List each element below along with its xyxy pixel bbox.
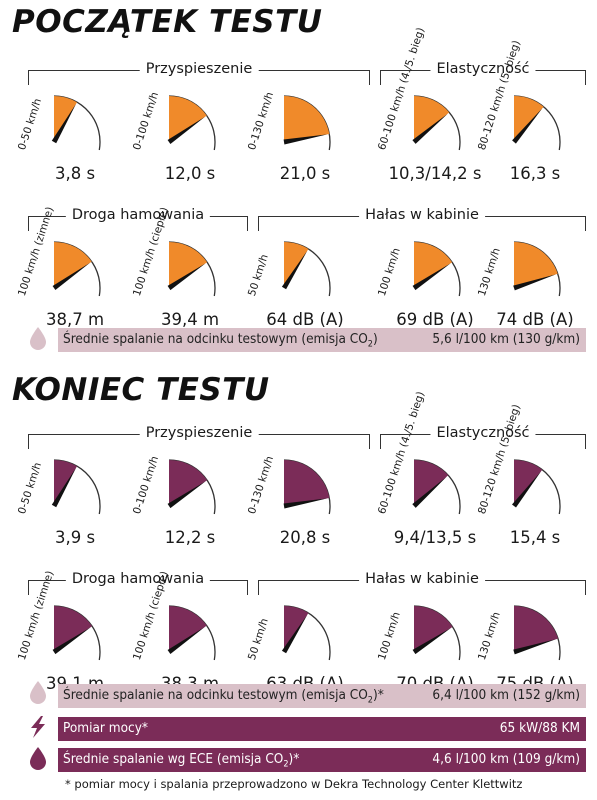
- gauge-value: 20,8 s: [279, 528, 331, 547]
- gauge-needle: [412, 263, 451, 291]
- power-value: 65 kW/88 KM: [499, 720, 580, 736]
- gauge-needle: [281, 250, 308, 290]
- consumption-value-start: 5,6 l/100 km (130 g/km): [432, 331, 580, 347]
- gauge-value: 39,4 m: [160, 310, 220, 329]
- section-title-start: POCZĄTEK TESTU: [12, 4, 323, 40]
- consumption-value-end: 6,4 l/100 km (152 g/km): [432, 687, 580, 703]
- gauge-value: 12,2 s: [164, 528, 216, 547]
- gauge-value: 15,4 s: [509, 528, 561, 547]
- gauge: 0-130 km/h 20,8 s: [246, 454, 362, 554]
- ece-value: 4,6 l/100 km (109 g/km): [432, 751, 580, 767]
- gauge-needle: [167, 263, 206, 291]
- gauge-fill: [414, 242, 453, 288]
- gauge-fill: [514, 242, 558, 288]
- lightning-icon: [31, 716, 45, 738]
- gauge-value: 21,0 s: [279, 164, 331, 183]
- gauge: 60-100 km/h (4./5. bieg) 10,3/14,2 s: [376, 26, 492, 190]
- gauge-needle: [513, 639, 557, 655]
- group-braking-end: Droga hamowania: [28, 571, 248, 595]
- gauge-value: 3,9 s: [54, 528, 96, 547]
- group-acceleration-end: Przyspieszenie: [28, 425, 370, 449]
- gauge: 100 km/h (ciepłe) 39,4 m: [131, 206, 247, 336]
- gauge-fill: [514, 606, 558, 652]
- gauge: 100 km/h (zimne) 38,7 m: [16, 205, 132, 336]
- gauge-fill: [169, 460, 208, 506]
- gauge-value: 3,8 s: [54, 164, 96, 183]
- ece-bar: Średnie spalanie wg ECE (emisja CO2)* 4,…: [58, 748, 586, 772]
- consumption-bar-end: Średnie spalanie na odcinku testowym (em…: [58, 684, 586, 708]
- gauge-value: 16,3 s: [509, 164, 561, 183]
- gauge: 0-100 km/h 12,0 s: [131, 90, 247, 190]
- fuel-drop-icon: [30, 327, 46, 350]
- gauge-value: 38,7 m: [45, 310, 105, 329]
- gauge-needle: [512, 471, 542, 508]
- gauge: 0-50 km/h 3,9 s: [16, 454, 132, 554]
- gauge: 80-120 km/h (5. bieg) 15,4 s: [476, 403, 592, 554]
- gauge-fill: [54, 241, 92, 288]
- gauge-value: 12,0 s: [164, 164, 216, 183]
- gauge-fill: [284, 96, 330, 142]
- gauge: 60-100 km/h (4./5. bieg) 9,4/13,5 s: [376, 390, 492, 554]
- gauge: 130 km/h 74 dB (A): [476, 236, 592, 336]
- gauge-value: 74 dB (A): [496, 310, 574, 329]
- gauge-fill: [414, 606, 453, 652]
- fuel-drop-icon: [30, 681, 46, 704]
- gauge-needle: [51, 467, 76, 508]
- footnote: * pomiar mocy i spalania przeprowadzono …: [65, 777, 523, 791]
- gauge-fill: [169, 242, 208, 288]
- gauge-needle: [167, 481, 206, 509]
- gauge: 50 km/h 64 dB (A): [246, 236, 362, 336]
- consumption-bar-start: Średnie spalanie na odcinku testowym (em…: [58, 328, 586, 352]
- section-title-end: KONIEC TESTU: [12, 372, 270, 408]
- gauge: 100 km/h 69 dB (A): [376, 236, 492, 336]
- gauge: 0-100 km/h 12,2 s: [131, 454, 247, 554]
- gauge-needle: [412, 628, 451, 655]
- group-elasticity-start: Elastyczność: [380, 61, 586, 85]
- gauge-needle: [513, 274, 556, 291]
- gauge-fill: [514, 96, 544, 142]
- gauge-needle: [52, 627, 91, 655]
- group-acceleration-start: Przyspieszenie: [28, 61, 370, 85]
- fuel-drop-icon: [30, 747, 46, 770]
- power-bar: Pomiar mocy* 65 kW/88 KM: [58, 717, 586, 741]
- gauge-needle: [167, 626, 205, 654]
- gauge: 0-50 km/h 3,8 s: [16, 90, 132, 190]
- gauge-fill: [169, 95, 207, 142]
- gauge-needle: [512, 108, 543, 144]
- gauge-needle: [412, 476, 447, 508]
- gauge-fill: [284, 460, 330, 506]
- gauge-value: 10,3/14,2 s: [388, 164, 482, 183]
- gauge: 0-130 km/h 21,0 s: [246, 90, 362, 190]
- gauge-needle: [167, 116, 205, 144]
- group-braking-start: Droga hamowania: [28, 207, 248, 231]
- gauge-needle: [51, 103, 76, 144]
- gauge-value: 64 dB (A): [266, 310, 344, 329]
- group-noise-start: Hałas w kabinie: [258, 207, 586, 231]
- gauge-needle: [281, 614, 308, 654]
- gauge-value: 9,4/13,5 s: [393, 528, 477, 547]
- gauge-value: 69 dB (A): [396, 310, 474, 329]
- gauge: 80-120 km/h (5. bieg) 16,3 s: [476, 39, 592, 190]
- gauge-fill: [54, 606, 93, 652]
- gauge-needle: [412, 113, 448, 144]
- gauge-fill: [414, 96, 450, 142]
- gauge-fill: [169, 606, 207, 652]
- gauge-fill: [414, 460, 449, 506]
- gauge-needle: [283, 134, 328, 145]
- group-elasticity-end: Elastyczność: [380, 425, 586, 449]
- gauge-needle: [283, 498, 328, 509]
- gauge-needle: [52, 262, 90, 290]
- group-noise-end: Hałas w kabinie: [258, 571, 586, 595]
